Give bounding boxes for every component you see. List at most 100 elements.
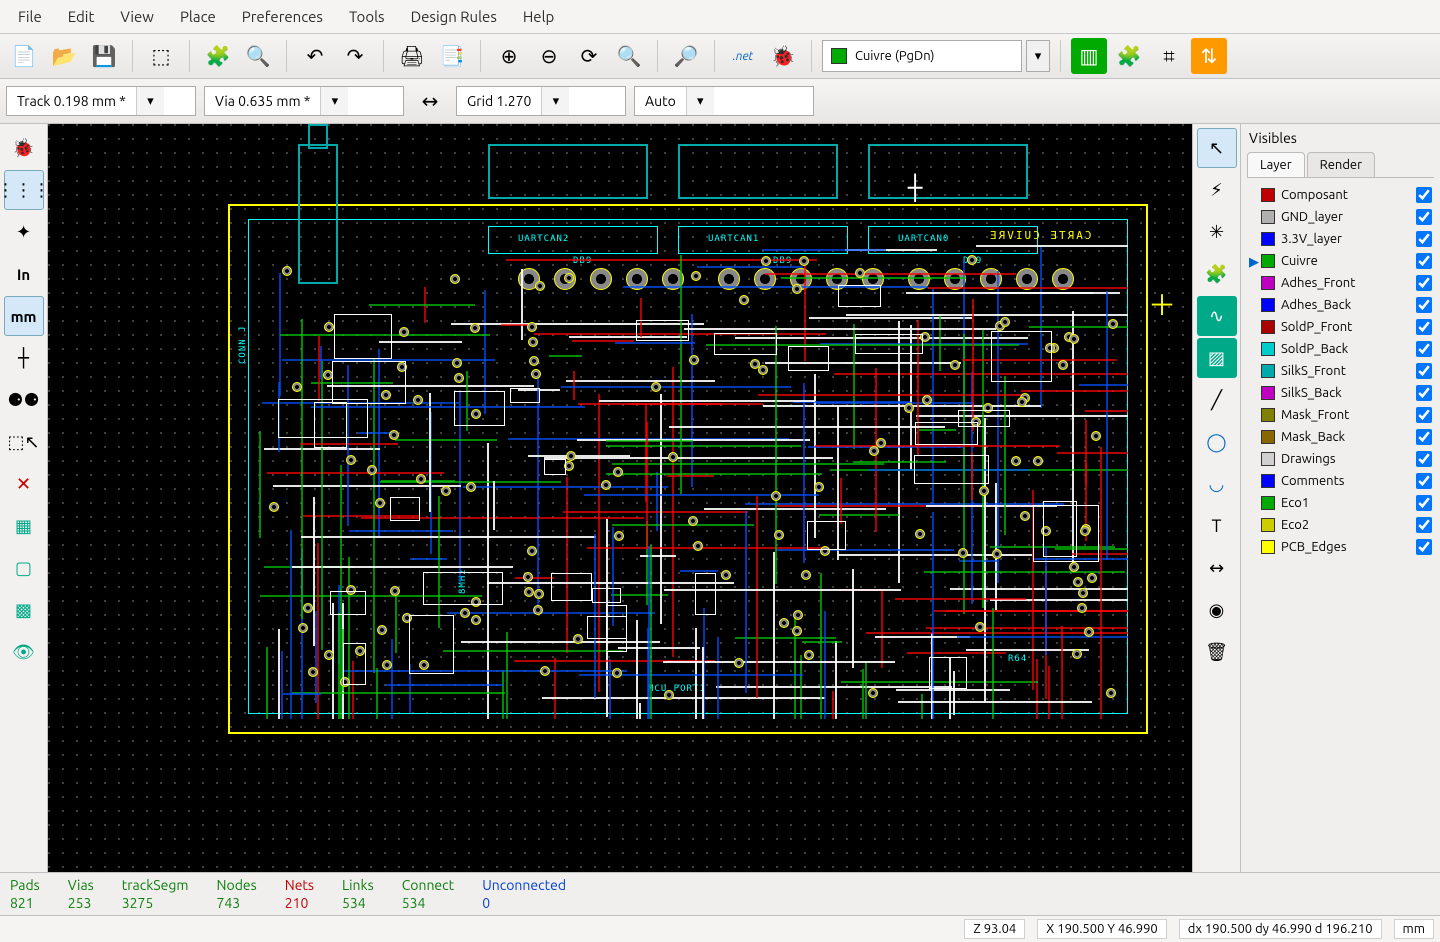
menu-file[interactable]: File — [6, 4, 54, 29]
add-arc-icon[interactable]: ◡ — [1197, 464, 1237, 504]
add-track-icon[interactable]: ∿ — [1197, 296, 1237, 336]
layer-row[interactable]: Composant — [1245, 184, 1436, 206]
layer-color-swatch[interactable] — [1261, 276, 1275, 290]
chevron-down-icon[interactable]: ▾ — [1026, 40, 1050, 72]
add-module-icon[interactable]: 🧩 — [1197, 254, 1237, 294]
layer-color-swatch[interactable] — [1261, 320, 1275, 334]
layer-row[interactable]: Drawings — [1245, 448, 1436, 470]
layer-visibility-checkbox[interactable] — [1416, 539, 1432, 555]
layer-visibility-checkbox[interactable] — [1416, 187, 1432, 203]
zoom-in-icon[interactable]: ⊕ — [491, 38, 527, 74]
new-board-icon[interactable]: 📄 — [6, 38, 42, 74]
layer-row[interactable]: SilkS_Back — [1245, 382, 1436, 404]
page-settings-icon[interactable]: ⬚ — [143, 38, 179, 74]
layer-visibility-checkbox[interactable] — [1416, 297, 1432, 313]
show-zones-outline-icon[interactable]: ▢ — [4, 548, 44, 588]
layer-color-swatch[interactable] — [1261, 452, 1275, 466]
layer-manager-icon[interactable]: ▥ — [1071, 38, 1107, 74]
chevron-down-icon[interactable]: ▾ — [686, 87, 714, 115]
units-mm-icon[interactable]: mm — [4, 296, 44, 336]
layer-visibility-checkbox[interactable] — [1416, 517, 1432, 533]
tab-render[interactable]: Render — [1307, 152, 1375, 177]
menu-place[interactable]: Place — [168, 4, 228, 29]
menu-view[interactable]: View — [108, 4, 166, 29]
redo-icon[interactable]: ↷ — [337, 38, 373, 74]
menu-designrules[interactable]: Design Rules — [399, 4, 509, 29]
layer-visibility-checkbox[interactable] — [1416, 341, 1432, 357]
local-ratsnest-icon[interactable]: ✳ — [1197, 212, 1237, 252]
layer-color-swatch[interactable] — [1261, 518, 1275, 532]
layer-row[interactable]: Mask_Front — [1245, 404, 1436, 426]
add-zone-icon[interactable]: ▨ — [1197, 338, 1237, 378]
zoom-select[interactable]: Auto▾ — [634, 86, 814, 116]
add-dimension-icon[interactable]: ↔ — [1197, 548, 1237, 588]
drc-icon[interactable]: 🐞 — [765, 38, 801, 74]
zoom-out-icon[interactable]: ⊖ — [531, 38, 567, 74]
chevron-down-icon[interactable]: ▾ — [541, 87, 569, 115]
highlight-net-icon[interactable]: ⚡ — [1197, 170, 1237, 210]
layer-color-swatch[interactable] — [1261, 408, 1275, 422]
layer-color-swatch[interactable] — [1261, 188, 1275, 202]
chevron-down-icon[interactable]: ▾ — [136, 87, 164, 115]
layer-visibility-checkbox[interactable] — [1416, 495, 1432, 511]
menu-tools[interactable]: Tools — [337, 4, 397, 29]
via-size-select[interactable]: Via 0.635 mm *▾ — [204, 86, 404, 116]
layer-row[interactable]: Adhes_Back — [1245, 294, 1436, 316]
show-zones-icon[interactable]: ▦ — [4, 506, 44, 546]
layer-color-swatch[interactable] — [1261, 474, 1275, 488]
module-ratsnest-icon[interactable]: ⬚↖ — [4, 422, 44, 462]
layer-visibility-checkbox[interactable] — [1416, 275, 1432, 291]
save-icon[interactable]: 💾 — [86, 38, 122, 74]
zoom-fit-icon[interactable]: 🔍 — [611, 38, 647, 74]
add-circle-icon[interactable]: ◯ — [1197, 422, 1237, 462]
layer-color-swatch[interactable] — [1261, 254, 1275, 268]
pcb-canvas[interactable]: UARTCAN2UARTCAN1UARTCAN0DB9DB9DB9CARTE C… — [48, 124, 1192, 872]
layer-visibility-checkbox[interactable] — [1416, 209, 1432, 225]
show-zones-hatch-icon[interactable]: ▩ — [4, 590, 44, 630]
layer-row[interactable]: Mask_Back — [1245, 426, 1436, 448]
polar-coord-icon[interactable]: ✦ — [4, 212, 44, 252]
active-layer-select[interactable]: Cuivre (PgDn) — [822, 40, 1022, 72]
high-contrast-icon[interactable]: 👁 — [4, 632, 44, 672]
layer-color-swatch[interactable] — [1261, 232, 1275, 246]
layer-color-swatch[interactable] — [1261, 298, 1275, 312]
open-board-icon[interactable]: 📂 — [46, 38, 82, 74]
ratsnest-icon[interactable]: ⚈⚈ — [4, 380, 44, 420]
layer-visibility-checkbox[interactable] — [1416, 407, 1432, 423]
layer-color-swatch[interactable] — [1261, 540, 1275, 554]
menu-help[interactable]: Help — [511, 4, 566, 29]
layer-color-swatch[interactable] — [1261, 342, 1275, 356]
select-tool-icon[interactable]: ↖ — [1197, 128, 1237, 168]
layer-row[interactable]: Eco2 — [1245, 514, 1436, 536]
mode-footprint-icon[interactable]: 🧩 — [1111, 38, 1147, 74]
module-editor-icon[interactable]: 🧩 — [200, 38, 236, 74]
layer-visibility-checkbox[interactable] — [1416, 319, 1432, 335]
cursor-shape-icon[interactable]: ┼ — [4, 338, 44, 378]
find-icon[interactable]: 🔎 — [668, 38, 704, 74]
auto-track-width-icon[interactable]: ↔ — [412, 83, 448, 119]
layer-visibility-checkbox[interactable] — [1416, 429, 1432, 445]
layer-color-swatch[interactable] — [1261, 386, 1275, 400]
layer-row[interactable]: PCB_Edges — [1245, 536, 1436, 558]
layer-visibility-checkbox[interactable] — [1416, 231, 1432, 247]
netlist-icon[interactable]: .net — [725, 38, 761, 74]
chevron-down-icon[interactable]: ▾ — [320, 87, 348, 115]
layer-color-swatch[interactable] — [1261, 364, 1275, 378]
layer-row[interactable]: Eco1 — [1245, 492, 1436, 514]
no-drc-icon[interactable]: 🐞 — [4, 128, 44, 168]
layer-visibility-checkbox[interactable] — [1416, 363, 1432, 379]
layer-visibility-checkbox[interactable] — [1416, 451, 1432, 467]
add-target-icon[interactable]: ◉ — [1197, 590, 1237, 630]
layer-row[interactable]: SilkS_Front — [1245, 360, 1436, 382]
track-width-select[interactable]: Track 0.198 mm *▾ — [6, 86, 196, 116]
layer-row[interactable]: 3.3V_layer — [1245, 228, 1436, 250]
layer-row[interactable]: SoldP_Back — [1245, 338, 1436, 360]
add-line-icon[interactable]: ╱ — [1197, 380, 1237, 420]
layer-color-swatch[interactable] — [1261, 430, 1275, 444]
auto-delete-track-icon[interactable]: ✕ — [4, 464, 44, 504]
layer-color-swatch[interactable] — [1261, 496, 1275, 510]
units-in-icon[interactable]: In — [4, 254, 44, 294]
mode-track-icon[interactable]: ⌗ — [1151, 38, 1187, 74]
layer-row[interactable]: Adhes_Front — [1245, 272, 1436, 294]
swap-layer-icon[interactable]: ⇅ — [1191, 38, 1227, 74]
